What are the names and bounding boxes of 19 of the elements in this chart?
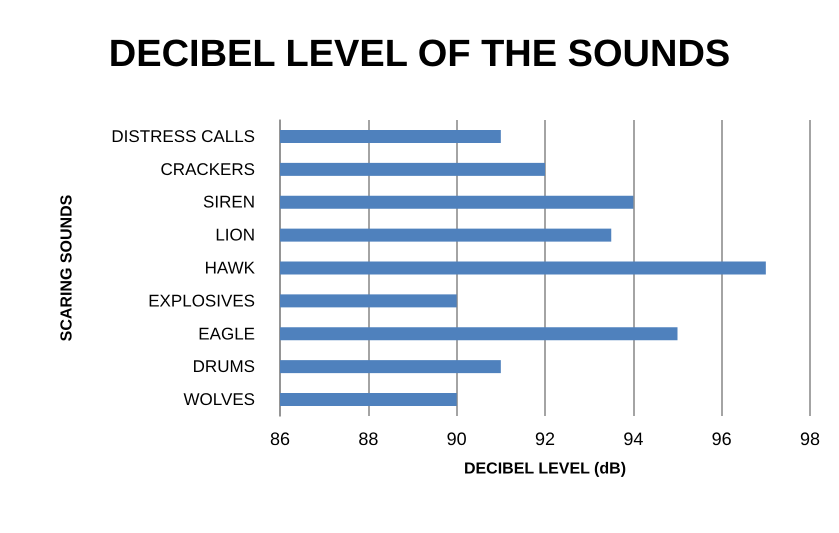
chart-title: DECIBEL LEVEL OF THE SOUNDS — [108, 33, 730, 75]
y-tick-label: CRACKERS — [160, 160, 255, 179]
x-tick-label: 94 — [623, 429, 644, 449]
x-axis-title: DECIBEL LEVEL (dB) — [464, 460, 626, 478]
y-tick-label: WOLVES — [184, 390, 255, 410]
x-tick-label: 96 — [712, 429, 732, 449]
y-tick-label: LION — [215, 226, 255, 245]
y-tick-label: SIREN — [203, 192, 255, 212]
x-tick-label: 88 — [358, 429, 378, 449]
x-tick-label: 98 — [800, 429, 820, 449]
x-tick-label: 92 — [534, 429, 556, 449]
x-tick-label: 86 — [270, 429, 290, 449]
y-tick-label: DRUMS — [192, 357, 255, 376]
y-tick-label: EXPLOSIVES — [148, 291, 255, 310]
y-tick-label: EAGLE — [198, 324, 255, 344]
x-tick-label: 90 — [446, 429, 467, 449]
y-axis-title: SCARING SOUNDS — [58, 194, 76, 342]
y-tick-label: DISTRESS CALLS — [111, 126, 255, 146]
y-tick-label: HAWK — [204, 258, 256, 278]
